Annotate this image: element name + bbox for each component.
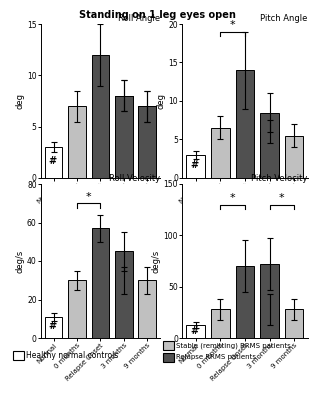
Text: Healthy normal controls: Healthy normal controls xyxy=(26,351,118,360)
Bar xyxy=(138,106,156,178)
Text: Relapse RRMS patients: Relapse RRMS patients xyxy=(176,354,257,360)
Y-axis label: deg/s: deg/s xyxy=(15,249,24,273)
Text: *: * xyxy=(230,20,236,30)
Bar xyxy=(68,106,86,178)
Text: *: * xyxy=(230,193,236,203)
Bar xyxy=(92,228,109,338)
Bar xyxy=(115,96,133,178)
Bar xyxy=(45,147,62,178)
Bar xyxy=(260,132,279,178)
Text: #: # xyxy=(190,326,198,336)
Text: Pitch Velocity: Pitch Velocity xyxy=(251,174,308,183)
Bar xyxy=(92,55,109,178)
Bar xyxy=(260,264,279,338)
Text: Pitch Angle: Pitch Angle xyxy=(260,14,308,23)
Y-axis label: deg: deg xyxy=(15,93,24,109)
Bar xyxy=(260,112,279,178)
Bar xyxy=(285,136,303,178)
Text: Roll Angle: Roll Angle xyxy=(118,14,160,23)
Bar xyxy=(211,309,230,338)
Bar xyxy=(236,266,254,338)
Text: #: # xyxy=(190,160,198,170)
Text: *: * xyxy=(86,192,92,202)
Bar xyxy=(236,70,254,178)
Text: #: # xyxy=(48,321,57,331)
Y-axis label: deg: deg xyxy=(157,93,165,109)
Bar xyxy=(138,280,156,338)
Bar xyxy=(285,309,303,338)
Bar xyxy=(187,155,205,178)
Y-axis label: deg/s: deg/s xyxy=(152,249,161,273)
Bar xyxy=(138,106,156,178)
Bar xyxy=(115,280,133,338)
Bar xyxy=(211,128,230,178)
Text: Roll Velocity: Roll Velocity xyxy=(109,174,160,183)
Text: Stable (remitting) RRMS patients: Stable (remitting) RRMS patients xyxy=(176,342,291,349)
Bar xyxy=(115,96,133,178)
Text: #: # xyxy=(48,156,57,166)
Bar xyxy=(187,325,205,338)
Bar xyxy=(115,251,133,338)
Bar xyxy=(260,309,279,338)
Text: *: * xyxy=(279,193,285,203)
Bar xyxy=(68,280,86,338)
Text: Standing on 1 leg eyes open: Standing on 1 leg eyes open xyxy=(78,10,236,20)
Bar xyxy=(45,317,62,338)
